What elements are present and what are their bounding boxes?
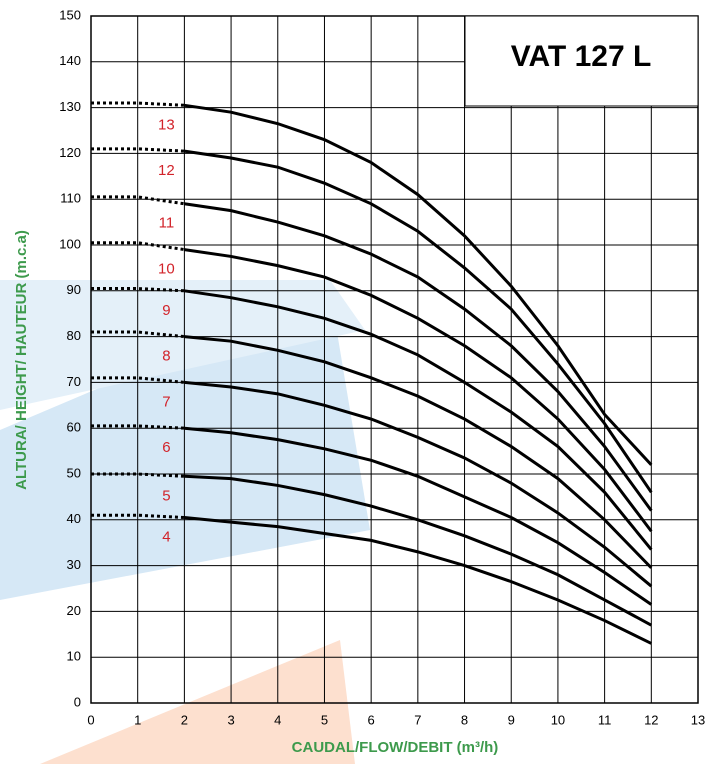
series-label: 9	[162, 302, 170, 319]
x-tick-label: 13	[691, 712, 705, 727]
y-tick-label: 20	[67, 603, 81, 618]
x-tick-label: 4	[274, 712, 281, 727]
y-tick-label: 50	[67, 465, 81, 480]
series-label: 8	[162, 348, 170, 365]
series-label: 10	[158, 261, 175, 278]
curve	[184, 248, 653, 533]
series-label: 12	[158, 162, 175, 179]
x-tick-label: 9	[508, 712, 515, 727]
x-tick-label: 3	[227, 712, 234, 727]
curve-dotted	[91, 241, 185, 252]
y-tick-label: 90	[67, 282, 81, 297]
curve	[184, 103, 653, 466]
curve	[184, 474, 653, 627]
curve	[184, 380, 653, 588]
curve	[184, 426, 653, 606]
x-tick-label: 11	[598, 712, 612, 727]
plot-frame	[90, 15, 699, 704]
curve	[184, 149, 653, 494]
y-tick-label: 120	[59, 145, 81, 160]
x-tick-label: 1	[134, 712, 141, 727]
curve	[184, 335, 653, 569]
y-tick-label: 150	[59, 7, 81, 22]
x-tick-label: 0	[87, 712, 94, 727]
y-tick-label: 10	[67, 649, 81, 664]
curve	[184, 516, 652, 645]
y-tick-label: 40	[67, 511, 81, 526]
x-axis-title: CAUDAL/FLOW/DEBIT (m³/h)	[292, 739, 499, 756]
y-tick-label: 130	[59, 99, 81, 114]
y-tick-label: 80	[67, 328, 81, 343]
y-tick-label: 140	[59, 53, 81, 68]
x-tick-label: 2	[181, 712, 188, 727]
x-tick-label: 8	[461, 712, 468, 727]
x-tick-label: 6	[368, 712, 375, 727]
y-tick-label: 0	[74, 694, 81, 709]
series-label: 5	[162, 487, 170, 504]
series-label: 7	[162, 393, 170, 410]
y-tick-label: 70	[67, 374, 81, 389]
x-tick-label: 12	[644, 712, 658, 727]
y-tick-label: 30	[67, 557, 81, 572]
y-tick-label: 100	[59, 236, 81, 251]
background-shape	[40, 640, 355, 764]
series-label: 6	[162, 439, 170, 456]
series-label: 4	[162, 528, 170, 545]
chart-title: VAT 127 L	[511, 40, 652, 73]
x-tick-label: 7	[414, 712, 421, 727]
y-axis-title: ALTURA/ HEIGHT/ HAUTEUR (m.c.a)	[13, 230, 30, 490]
title-box	[464, 15, 699, 107]
x-tick-label: 5	[321, 712, 328, 727]
y-tick-label: 60	[67, 420, 81, 435]
x-tick-label: 10	[551, 712, 565, 727]
curve	[184, 202, 653, 512]
curve	[184, 289, 653, 551]
y-tick-label: 110	[60, 191, 81, 206]
series-label: 11	[159, 215, 175, 232]
curve-dotted	[91, 195, 185, 206]
series-label: 13	[158, 116, 175, 133]
